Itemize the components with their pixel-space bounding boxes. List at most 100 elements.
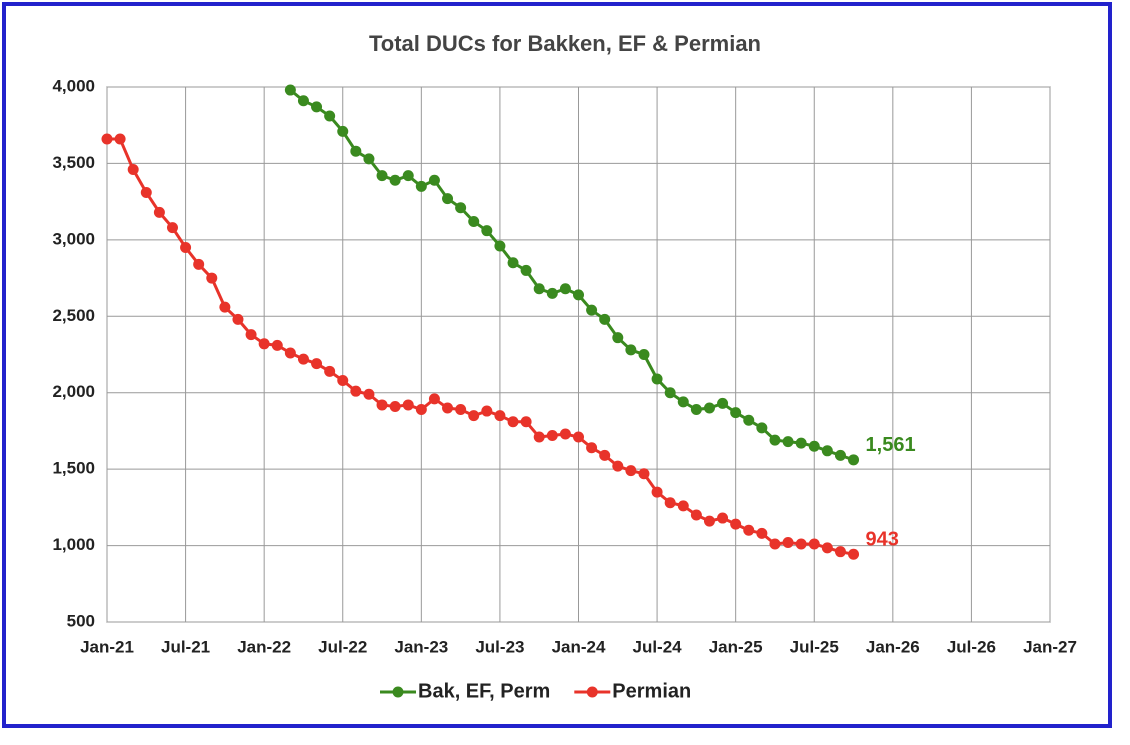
point	[782, 436, 794, 448]
point	[769, 434, 781, 446]
point	[730, 407, 742, 419]
point	[664, 387, 676, 399]
point	[271, 339, 283, 351]
point	[481, 405, 493, 417]
point	[638, 468, 650, 480]
point	[153, 206, 165, 218]
point	[311, 101, 323, 113]
point	[206, 272, 218, 284]
point	[114, 133, 126, 145]
point	[703, 402, 715, 414]
point	[690, 404, 702, 416]
point	[717, 397, 729, 409]
point	[559, 428, 571, 440]
point	[625, 344, 637, 356]
point	[599, 313, 611, 325]
point	[324, 110, 336, 122]
series-line	[107, 137, 854, 556]
x-tick-label: Jul-25	[790, 637, 839, 656]
point	[573, 431, 584, 443]
point	[677, 396, 689, 408]
point	[101, 133, 113, 145]
y-tick-label: 4,000	[52, 76, 95, 95]
point	[468, 410, 480, 422]
point	[324, 365, 336, 377]
point	[651, 486, 663, 498]
point	[258, 338, 270, 350]
chart-title: Total DUCs for Bakken, EF & Permian	[369, 31, 761, 56]
legend-marker	[586, 686, 598, 698]
point	[442, 193, 454, 205]
x-tick-label: Jul-23	[475, 637, 524, 656]
point	[297, 95, 309, 107]
point	[219, 301, 231, 313]
y-tick-label: 3,500	[52, 153, 95, 172]
point	[612, 460, 624, 472]
point	[690, 509, 702, 521]
point	[455, 404, 467, 416]
point	[245, 329, 257, 341]
point	[808, 538, 820, 550]
point	[415, 180, 427, 192]
point	[795, 437, 807, 449]
point	[376, 170, 388, 182]
point	[821, 542, 833, 554]
point	[546, 287, 558, 299]
point	[834, 546, 846, 558]
x-tick-label: Jul-21	[161, 637, 210, 656]
x-tick-label: Jul-26	[947, 637, 996, 656]
point	[389, 400, 401, 412]
point	[821, 445, 833, 457]
point	[455, 202, 467, 214]
point	[520, 264, 532, 276]
point	[743, 524, 755, 536]
point	[612, 332, 624, 344]
point	[808, 440, 820, 452]
point	[494, 240, 506, 252]
point	[586, 442, 598, 454]
point	[573, 289, 584, 301]
point	[166, 222, 178, 234]
point	[442, 402, 454, 414]
legend-label: Permian	[612, 680, 691, 702]
point	[717, 512, 729, 524]
point	[402, 170, 414, 182]
point	[664, 497, 676, 509]
point	[494, 410, 506, 422]
point	[756, 527, 768, 539]
point	[730, 518, 742, 530]
point	[533, 283, 545, 295]
point	[415, 404, 427, 416]
point	[284, 347, 296, 359]
point	[559, 283, 571, 295]
y-tick-label: 1,000	[52, 535, 95, 554]
point	[363, 388, 375, 400]
point	[389, 174, 401, 186]
point	[756, 422, 768, 434]
point	[127, 164, 139, 176]
point	[795, 538, 807, 550]
y-tick-label: 3,000	[52, 229, 95, 248]
x-tick-label: Jul-22	[318, 637, 367, 656]
y-tick-label: 2,500	[52, 306, 95, 325]
y-tick-label: 500	[67, 611, 95, 630]
point	[769, 538, 781, 550]
x-tick-label: Jan-25	[709, 637, 763, 656]
point	[193, 258, 205, 270]
point	[703, 515, 715, 527]
x-tick-label: Jan-27	[1023, 637, 1077, 656]
point	[677, 500, 689, 512]
point	[481, 225, 493, 237]
data-label: 943	[866, 529, 899, 551]
point	[350, 145, 362, 157]
point	[337, 125, 349, 137]
legend-label: Bak, EF, Perm	[418, 680, 550, 702]
point	[180, 242, 192, 253]
point	[507, 257, 519, 269]
point	[402, 399, 414, 411]
x-tick-label: Jan-22	[237, 637, 291, 656]
point	[834, 449, 846, 461]
y-tick-label: 1,500	[52, 459, 95, 478]
x-tick-label: Jan-24	[552, 637, 606, 656]
